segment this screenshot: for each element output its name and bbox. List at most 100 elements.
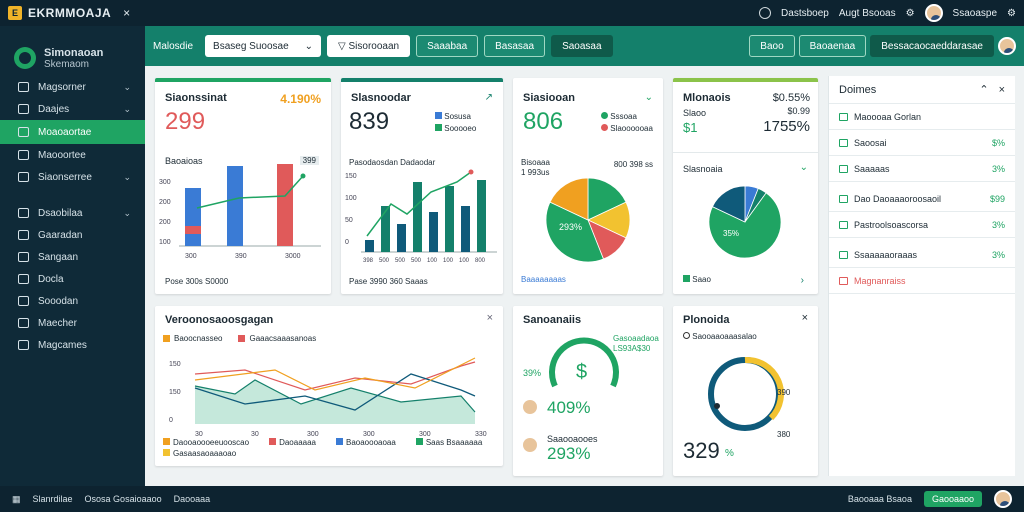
pie-slice[interactable] — [587, 177, 627, 221]
panel-row-label: Maoooaa Gorlan — [854, 111, 922, 122]
sidebar-item[interactable]: Maecher — [0, 312, 145, 334]
close-icon[interactable]: × — [123, 6, 131, 20]
chevron-up-icon[interactable]: ⌃ — [979, 84, 989, 96]
card-title: Sanoanaiis — [523, 314, 582, 326]
bar[interactable] — [413, 182, 422, 252]
close-icon[interactable]: × — [801, 312, 808, 324]
chevron-down-icon[interactable]: ⌄ — [799, 162, 808, 173]
toolbar-button-2[interactable]: Saaabaa — [416, 35, 479, 57]
bar[interactable] — [429, 212, 438, 252]
toolbar-button-4[interactable]: Saoasaa — [551, 35, 613, 57]
chevron-down-icon: ⌄ — [123, 81, 131, 92]
bar[interactable] — [227, 166, 243, 246]
panel-row-value: $99 — [989, 193, 1005, 204]
pie-slice[interactable] — [708, 192, 782, 259]
filter-select[interactable]: Bsaseg Suoosae ⌄ — [205, 35, 322, 57]
sidebar-item[interactable]: Daajes ⌄ — [0, 98, 145, 120]
footer-item-3[interactable]: Daooaaa — [173, 494, 211, 504]
panel-row[interactable]: Saaaaas 3% — [829, 156, 1015, 182]
sidebar-item[interactable]: Docla — [0, 268, 145, 290]
sidebar-item[interactable]: Sooodan — [0, 290, 145, 312]
panel-row[interactable]: Pastroolsoascorsa 3% — [829, 212, 1015, 238]
panel-row-label: Magnanraiss — [854, 275, 906, 286]
footer-item-2[interactable]: Ososa Gosaioaaoo — [84, 494, 162, 504]
card-ring: Plonoida × Saooaaoaaasalao 390 380 329 % — [673, 306, 818, 476]
panel-row-label: Dao Daoaaaoroosaoil — [854, 193, 942, 204]
bar[interactable] — [277, 164, 293, 246]
x-tick-label: 398 — [363, 258, 374, 264]
legend-swatch — [435, 124, 442, 131]
sidebar-item[interactable]: Sangaan — [0, 246, 145, 268]
bar[interactable] — [461, 206, 470, 252]
pie-slice[interactable] — [549, 177, 589, 221]
x-tick-label: 3000 — [285, 253, 301, 260]
footer-avatar[interactable] — [994, 490, 1012, 508]
panel-row[interactable]: Magnanraiss — [829, 268, 1015, 294]
trend-line — [196, 175, 304, 209]
user-name[interactable]: Ssaoaspe — [952, 7, 998, 19]
sidebar-item[interactable]: Gaaradan — [0, 224, 145, 246]
sidebar-item[interactable]: Dsaobilaa ⌄ — [0, 202, 145, 224]
card-title: Veroonosaoosgagan — [165, 314, 274, 326]
bar[interactable] — [185, 226, 201, 234]
topbar-item-account[interactable]: Augt Bsooas — [838, 7, 896, 19]
panel-row[interactable]: Maoooaa Gorlan — [829, 104, 1015, 130]
settings-icon[interactable]: ⚙ — [905, 7, 915, 19]
grid-icon[interactable]: ▦ — [12, 493, 21, 504]
card-value-1: $0.55% — [772, 92, 810, 104]
close-icon[interactable]: × — [998, 83, 1005, 96]
x-tick-label: 100 — [459, 258, 470, 264]
close-icon[interactable]: × — [486, 312, 493, 324]
gear-icon[interactable]: ⚙ — [1007, 7, 1016, 19]
chart-legend-label: Saao — [692, 275, 711, 284]
area-series — [195, 380, 475, 424]
sidebar-item-label: Siaonserree — [38, 171, 92, 183]
panel-row[interactable]: Dao Daoaaaoroosaoil $99 — [829, 186, 1015, 212]
chevron-right-icon[interactable]: › — [800, 275, 804, 286]
sidebar-item[interactable]: Magsorner ⌄ — [0, 76, 145, 98]
menu-item-icon — [18, 318, 29, 328]
brand[interactable]: E EKRMMOAJA × — [0, 6, 150, 20]
footer-button[interactable]: Gaooaaoo — [923, 491, 982, 507]
panel-row[interactable]: Saoosai $% — [829, 130, 1015, 156]
toolbar-button-5[interactable]: Baoo — [749, 35, 795, 57]
sidebar-item[interactable]: Maooortee — [0, 144, 145, 166]
toolbar-avatar[interactable] — [998, 37, 1016, 55]
panel-row-value: 3% — [991, 163, 1005, 174]
chart-legend-label: Pose 300s S0000 — [165, 277, 229, 286]
sidebar-title: Simonaoan — [44, 46, 104, 59]
menu-item-icon — [18, 252, 29, 262]
bar[interactable] — [381, 206, 390, 252]
toolbar-button-7[interactable]: Bessacaocaeddarasae — [870, 35, 994, 57]
footer-item-4[interactable]: Baooaaa Bsaoa — [847, 494, 912, 504]
filter-button[interactable]: ▽ Sisorooaan — [327, 35, 411, 57]
pie-slice[interactable] — [711, 185, 746, 223]
bar[interactable] — [445, 186, 454, 252]
toolbar-button-3[interactable]: Basasaa — [484, 35, 546, 57]
user-avatar[interactable] — [924, 4, 943, 22]
chevron-down-icon[interactable]: ⌄ — [644, 92, 653, 103]
top-bar: E EKRMMOAJA × Dastsboep Augt Bsooas ⚙ Ss… — [0, 0, 1024, 26]
card-combo-chart: Slasnoodar ↗ 839 Sosusa Sooooeo Pasodaos… — [341, 78, 503, 294]
footer-legend-label: Daooaoooeeuooscao — [173, 438, 250, 447]
sidebar-item[interactable]: Magcames — [0, 334, 145, 356]
sidebar-item[interactable]: Moaoaortae — [0, 120, 145, 144]
y-tick-label: 0 — [169, 417, 173, 424]
card-title: Plonoida — [683, 314, 730, 326]
bar[interactable] — [185, 188, 201, 246]
trend-icon[interactable]: ↗ — [484, 92, 493, 103]
bar[interactable] — [477, 180, 486, 252]
x-tick-label: 330 — [475, 431, 487, 438]
toolbar-button-6[interactable]: Baoaenaa — [798, 35, 867, 57]
bar[interactable] — [397, 224, 406, 252]
topbar-item-dashboard[interactable]: Dastsboep — [781, 7, 829, 19]
card-line-chart: Veroonosaoosgagan × Baoocnasseo Gaaacsaa… — [155, 306, 503, 466]
pie-slice[interactable] — [545, 201, 604, 263]
chevron-down-icon: ⌄ — [304, 40, 314, 52]
panel-row[interactable]: Ssaaaaaoraaas 3% — [829, 242, 1015, 268]
footer-item-1[interactable]: Slanrdilae — [32, 494, 73, 504]
stat-value-1: 409% — [547, 398, 591, 417]
sidebar-item[interactable]: Siaonserree ⌄ — [0, 166, 145, 188]
bar[interactable] — [365, 240, 374, 252]
notification-icon[interactable] — [759, 7, 772, 19]
